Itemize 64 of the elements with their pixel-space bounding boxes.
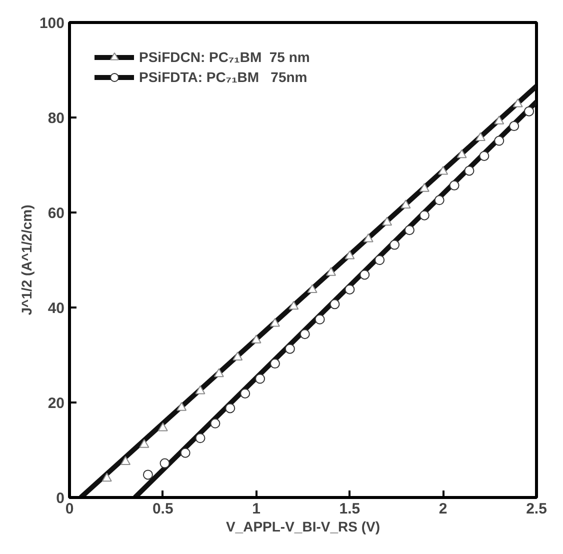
y-axis-title: J^1/2 (A^1/2/cm)	[18, 204, 34, 316]
point	[419, 210, 430, 220]
point	[160, 458, 170, 468]
y-tick-label: 80	[48, 110, 65, 127]
point	[314, 314, 325, 324]
point	[494, 136, 504, 146]
point	[240, 388, 250, 398]
point	[102, 472, 112, 482]
point	[464, 166, 474, 176]
y-tick-label: 60	[48, 205, 65, 222]
point	[139, 439, 150, 448]
point	[251, 334, 262, 344]
point	[524, 106, 534, 116]
point	[300, 329, 310, 340]
legend-label: PSiFDTA: PC₇₁BM 75nm	[139, 69, 308, 85]
point	[374, 255, 385, 265]
point	[434, 195, 444, 206]
y-tick-label: 100	[39, 15, 65, 32]
point	[419, 183, 430, 192]
point	[456, 149, 467, 158]
point	[270, 358, 280, 369]
point	[344, 284, 355, 294]
point	[255, 374, 266, 384]
point	[494, 116, 504, 124]
point	[390, 240, 400, 250]
point	[288, 300, 299, 310]
point	[232, 352, 243, 360]
point	[214, 368, 224, 378]
x-tick-label: 2	[438, 500, 448, 518]
point	[284, 344, 295, 354]
y-tick-label: 0	[56, 490, 64, 507]
point	[270, 318, 280, 327]
x-tick-label: 0.5	[152, 500, 174, 518]
point	[404, 225, 414, 236]
point	[326, 267, 336, 276]
x-axis-title: V_APPL-V_BI-V_RS (V)	[226, 518, 380, 534]
point	[400, 200, 411, 208]
point	[363, 233, 374, 242]
point	[360, 270, 370, 280]
x-tick-label: 2.5	[526, 500, 547, 518]
point	[210, 418, 220, 428]
point	[195, 433, 206, 444]
point	[509, 121, 520, 132]
point	[438, 166, 448, 175]
point	[475, 132, 486, 142]
point	[176, 402, 187, 411]
point	[120, 456, 131, 465]
point	[344, 250, 355, 260]
point	[142, 470, 153, 480]
point	[180, 448, 190, 458]
point	[307, 284, 318, 294]
point	[195, 385, 206, 394]
point	[512, 98, 523, 108]
point	[382, 216, 392, 226]
point	[225, 403, 236, 414]
y-tick-label: 40	[48, 300, 65, 317]
point	[158, 422, 168, 432]
point	[330, 299, 340, 310]
x-tick-label: 1	[252, 500, 260, 518]
legend-label: PSiFDCN: PC₇₁BM 75 nm	[139, 49, 310, 65]
x-tick-label: 1.5	[339, 500, 360, 518]
point	[449, 180, 460, 190]
point	[479, 150, 490, 161]
y-tick-label: 20	[48, 395, 65, 412]
